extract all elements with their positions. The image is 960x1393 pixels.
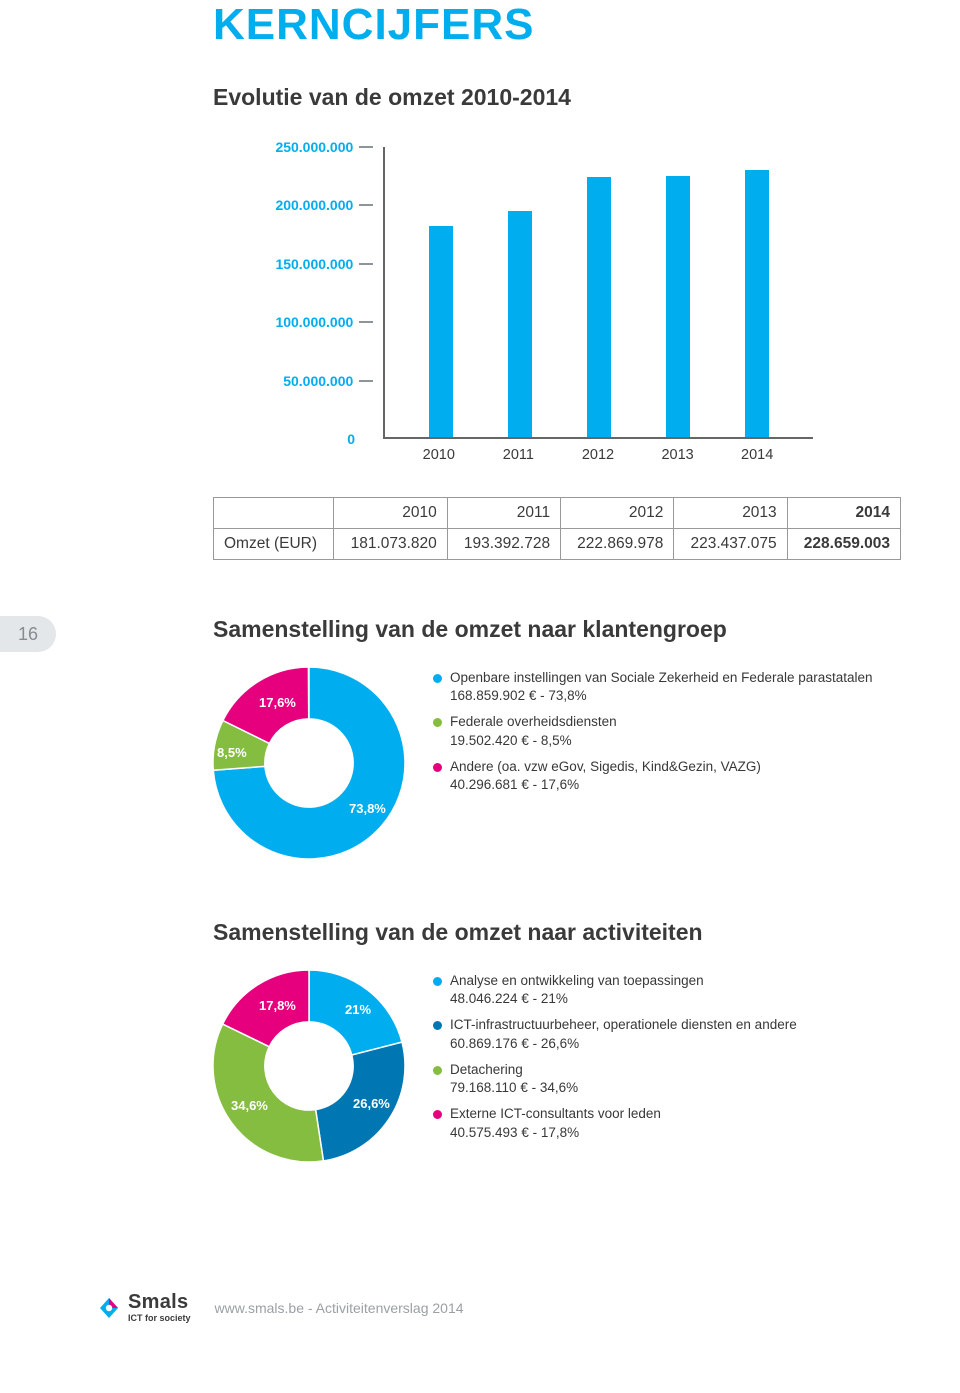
legend-dot-icon — [433, 718, 442, 727]
barchart-title: Evolutie van de omzet 2010-2014 — [213, 84, 901, 111]
legend-label: Externe ICT-consultants voor leden — [450, 1105, 661, 1123]
logo-tagline: ICT for society — [128, 1314, 191, 1323]
y-tick-label: 200.000.000 — [273, 197, 353, 213]
bar — [429, 226, 453, 437]
bar — [587, 177, 611, 437]
footer-text: www.smals.be - Activiteitenverslag 2014 — [215, 1300, 464, 1316]
slice-pct-label: 17,8% — [259, 998, 296, 1013]
legend-item: Andere (oa. vzw eGov, Sigedis, Kind&Gezi… — [433, 758, 873, 794]
logo: Smals ICT for society — [96, 1292, 191, 1323]
legend-item: Analyse en ontwikkeling van toepassingen… — [433, 972, 797, 1008]
legend-label: ICT-infrastructuurbeheer, operationele d… — [450, 1016, 797, 1034]
table-header: 2011 — [447, 498, 560, 529]
legend-dot-icon — [433, 1110, 442, 1119]
slice-pct-label: 8,5% — [217, 745, 247, 760]
legend-item: ICT-infrastructuurbeheer, operationele d… — [433, 1016, 797, 1052]
legend-item: Detachering79.168.110 € - 34,6% — [433, 1061, 797, 1097]
y-tick-label: 150.000.000 — [273, 256, 353, 272]
table-header: 2012 — [561, 498, 674, 529]
logo-name: Smals — [128, 1292, 191, 1312]
x-tick-label: 2011 — [488, 447, 548, 463]
page-title: KERNCIJFERS — [213, 0, 901, 50]
revenue-table: 20102011201220132014 Omzet (EUR)181.073.… — [213, 497, 901, 560]
bar-chart: 250.000.000200.000.000150.000.000100.000… — [273, 147, 901, 457]
table-cell: 222.869.978 — [561, 529, 674, 560]
legend-label: Federale overheidsdiensten — [450, 713, 617, 731]
x-tick-label: 2014 — [727, 447, 787, 463]
legend-klantengroep: Openbare instellingen van Sociale Zekerh… — [433, 669, 873, 802]
table-header: 2013 — [674, 498, 787, 529]
table-header: 2014 — [787, 498, 900, 529]
bar — [745, 170, 769, 437]
legend-item: Externe ICT-consultants voor leden40.575… — [433, 1105, 797, 1141]
legend-dot-icon — [433, 674, 442, 683]
donut-chart-klantengroep: 73,8% 8,5% 17,6% — [213, 667, 405, 859]
donut-chart-activiteiten: 21% 26,6% 34,6% 17,8% — [213, 970, 405, 1162]
legend-value: 60.869.176 € - 26,6% — [450, 1035, 797, 1053]
x-tick-label: 2010 — [409, 447, 469, 463]
legend-value: 48.046.224 € - 21% — [450, 990, 704, 1008]
legend-label: Openbare instellingen van Sociale Zekerh… — [450, 669, 873, 687]
page-number-tab: 16 — [0, 616, 56, 652]
legend-value: 40.575.493 € - 17,8% — [450, 1124, 661, 1142]
legend-label: Andere (oa. vzw eGov, Sigedis, Kind&Gezi… — [450, 758, 761, 776]
y-tick-label: 250.000.000 — [273, 139, 353, 155]
legend-label: Detachering — [450, 1061, 578, 1079]
legend-label: Analyse en ontwikkeling van toepassingen — [450, 972, 704, 990]
y-tick-label: 0 — [273, 431, 355, 447]
slice-pct-label: 34,6% — [231, 1098, 268, 1113]
table-cell: 223.437.075 — [674, 529, 787, 560]
y-tick-label: 50.000.000 — [273, 373, 353, 389]
bar — [666, 176, 690, 437]
donut1-title: Samenstelling van de omzet naar klanteng… — [213, 616, 901, 643]
legend-dot-icon — [433, 977, 442, 986]
legend-item: Federale overheidsdiensten19.502.420 € -… — [433, 713, 873, 749]
legend-value: 168.859.902 € - 73,8% — [450, 687, 873, 705]
legend-value: 40.296.681 € - 17,6% — [450, 776, 761, 794]
x-tick-label: 2013 — [648, 447, 708, 463]
x-tick-label: 2012 — [568, 447, 628, 463]
table-cell: 228.659.003 — [787, 529, 900, 560]
legend-dot-icon — [433, 763, 442, 772]
logo-icon — [96, 1296, 122, 1320]
bar — [508, 211, 532, 437]
donut2-title: Samenstelling van de omzet naar activite… — [213, 919, 901, 946]
y-tick-label: 100.000.000 — [273, 314, 353, 330]
slice-pct-label: 26,6% — [353, 1096, 390, 1111]
table-cell: 193.392.728 — [447, 529, 560, 560]
page-footer: Smals ICT for society www.smals.be - Act… — [96, 1292, 464, 1323]
slice-pct-label: 73,8% — [349, 801, 386, 816]
table-header: 2010 — [334, 498, 447, 529]
legend-dot-icon — [433, 1066, 442, 1075]
legend-value: 79.168.110 € - 34,6% — [450, 1079, 578, 1097]
table-cell: 181.073.820 — [334, 529, 447, 560]
legend-activiteiten: Analyse en ontwikkeling van toepassingen… — [433, 972, 797, 1150]
legend-dot-icon — [433, 1021, 442, 1030]
slice-pct-label: 17,6% — [259, 695, 296, 710]
slice-pct-label: 21% — [345, 1002, 371, 1017]
legend-value: 19.502.420 € - 8,5% — [450, 732, 617, 750]
table-row-label: Omzet (EUR) — [214, 529, 334, 560]
legend-item: Openbare instellingen van Sociale Zekerh… — [433, 669, 873, 705]
